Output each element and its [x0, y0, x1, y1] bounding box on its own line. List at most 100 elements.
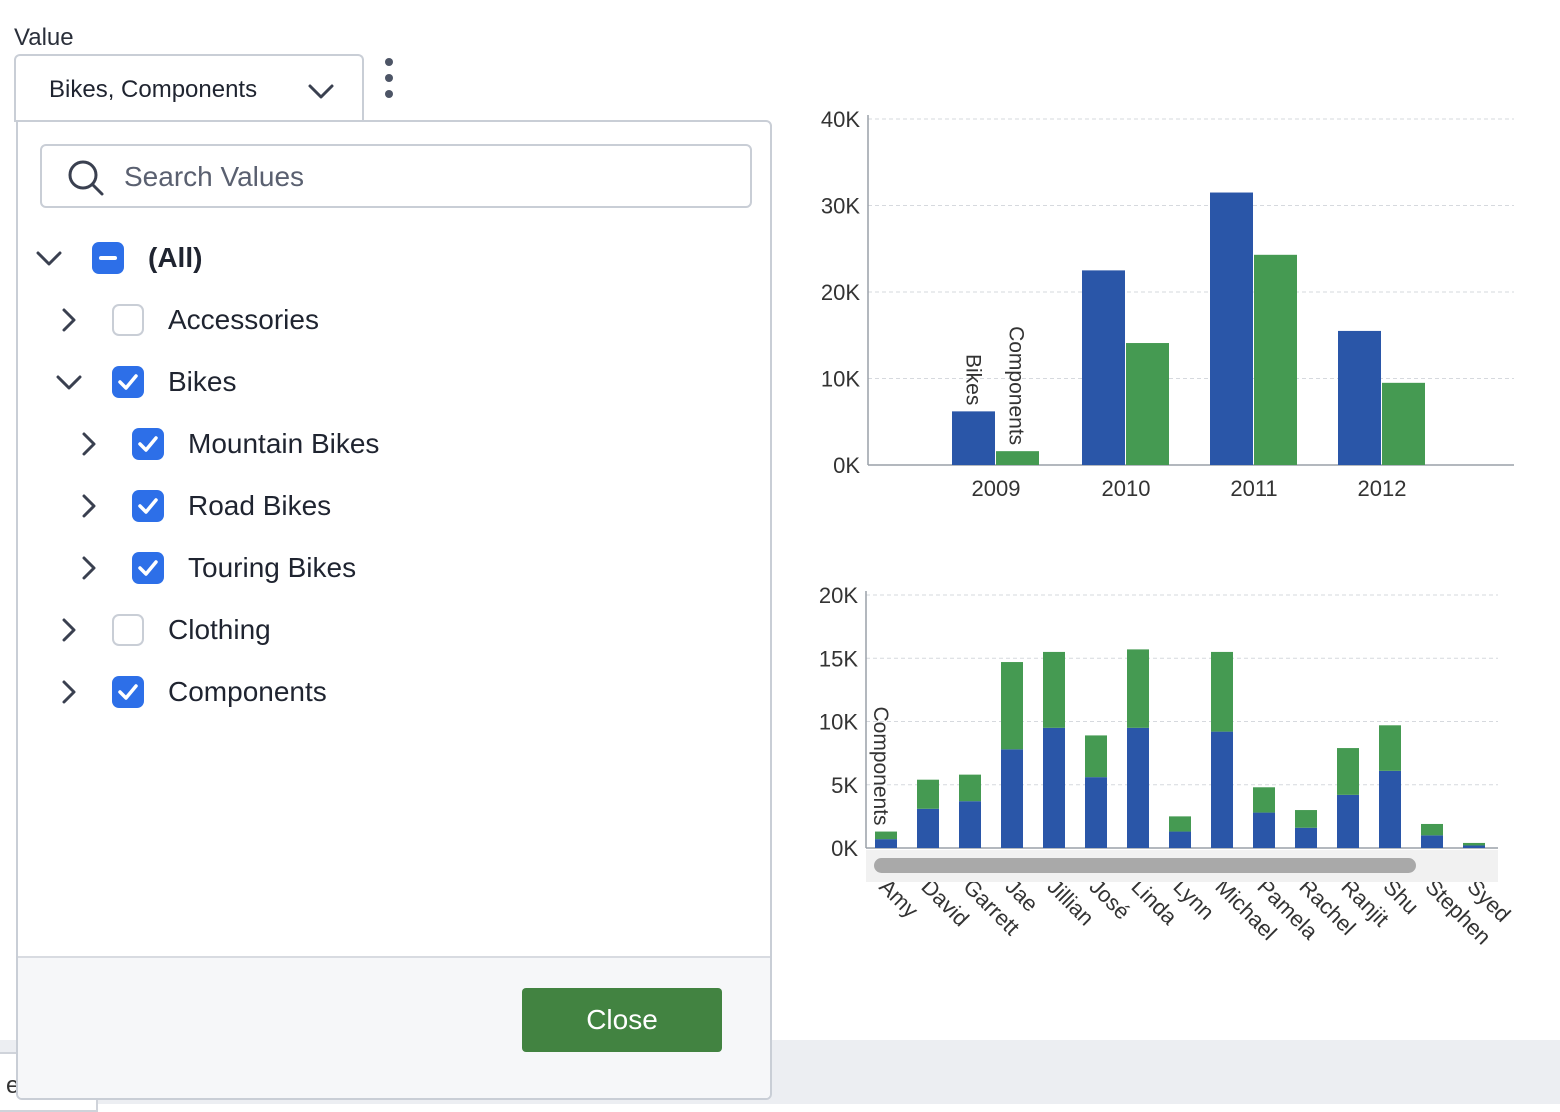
y-tick-label: 30K	[821, 194, 860, 219]
scrollbar-thumb[interactable]	[874, 858, 1416, 873]
checkbox[interactable]	[112, 304, 144, 336]
chevron-right-icon[interactable]	[74, 491, 104, 521]
chevron-down-icon	[308, 84, 334, 99]
x-tick-label: David	[916, 874, 973, 931]
y-tick-label: 5K	[831, 773, 858, 798]
bar	[1126, 343, 1169, 465]
bar-components	[1463, 842, 1485, 846]
panel-footer: Close	[18, 956, 770, 1098]
chevron-right-icon[interactable]	[54, 615, 84, 645]
x-tick-label: 2011	[1230, 476, 1277, 501]
more-options-icon[interactable]	[378, 56, 400, 100]
tree-item-label: Touring Bikes	[188, 552, 357, 583]
bar-components	[1253, 787, 1275, 813]
chevron-down-icon[interactable]	[54, 367, 84, 397]
checkbox[interactable]	[132, 428, 164, 460]
chevron-right-icon[interactable]	[54, 677, 84, 707]
year-bar-chart: 0K 10K 20K 30K 40K 2009 2010 2011 2012 Bikes Compo…	[790, 96, 1560, 516]
bar	[1382, 382, 1425, 465]
bar	[1210, 192, 1253, 465]
y-tick-label: 10K	[821, 367, 860, 392]
checkbox[interactable]	[132, 490, 164, 522]
bar-bikes	[1253, 812, 1275, 848]
bar-components	[917, 779, 939, 809]
indeterminate-checkbox[interactable]	[92, 242, 124, 274]
tree-item[interactable]: Mountain Bikes	[18, 416, 758, 472]
chevron-down-icon[interactable]	[34, 243, 64, 273]
filter-label: Value	[14, 24, 74, 51]
bar-bikes	[1211, 731, 1233, 848]
chevron-right-icon[interactable]	[74, 553, 104, 583]
series-label: Components	[869, 706, 892, 825]
bar-components	[1379, 725, 1401, 771]
bar-bikes	[1421, 835, 1443, 848]
tree-item-label: Road Bikes	[188, 490, 332, 521]
bar-bikes	[1379, 770, 1401, 848]
bar-components	[1127, 649, 1149, 728]
bar-components	[1421, 823, 1443, 836]
bar-bikes	[1127, 727, 1149, 848]
bar-bikes	[1043, 727, 1065, 848]
tree-item-label: Components	[168, 676, 327, 707]
bar-bikes	[1295, 827, 1317, 848]
bar	[1082, 270, 1125, 465]
checkmark-icon	[138, 498, 158, 514]
bar-bikes	[959, 801, 981, 848]
tree-item-label: (All)	[148, 242, 203, 273]
x-tick-label: 2009	[972, 476, 1021, 501]
bar-bikes	[1169, 831, 1191, 848]
bar-bikes	[1463, 845, 1485, 848]
bar-components	[1169, 816, 1191, 832]
search-box[interactable]	[40, 144, 752, 208]
tree-item[interactable]: Components	[18, 664, 758, 720]
bar-components	[1337, 748, 1359, 795]
y-tick-label: 20K	[819, 583, 858, 608]
y-tick-label: 0K	[833, 453, 860, 478]
x-tick-label: 2010	[1102, 476, 1151, 501]
bar	[1254, 254, 1297, 465]
chevron-right-icon[interactable]	[54, 305, 84, 335]
tree-item[interactable]: Clothing	[18, 602, 758, 658]
bar-bikes	[917, 808, 939, 848]
search-icon	[68, 160, 104, 196]
value-dropdown[interactable]: Bikes, Components	[14, 54, 364, 122]
checkbox[interactable]	[132, 552, 164, 584]
checkbox[interactable]	[112, 366, 144, 398]
bar-bikes	[875, 839, 897, 848]
tree-item-label: Accessories	[168, 304, 319, 335]
bar	[996, 451, 1039, 465]
series-label: Components	[1005, 326, 1028, 445]
checkmark-icon	[138, 560, 158, 576]
bar-components	[1043, 651, 1065, 728]
checkmark-icon	[138, 436, 158, 452]
bar-components	[1001, 662, 1023, 750]
tree-item[interactable]: Touring Bikes	[18, 540, 758, 596]
y-tick-label: 15K	[819, 646, 858, 671]
series-label: Bikes	[962, 354, 985, 405]
tree-item-label: Mountain Bikes	[188, 428, 380, 459]
bar-components	[1295, 810, 1317, 828]
x-tick-label: Jillian	[1042, 874, 1099, 931]
checkmark-icon	[118, 684, 138, 700]
minus-icon	[99, 256, 117, 260]
filter-dropdown-panel: (All) Accessories Bikes Mountain Bikes Road …	[16, 120, 772, 1100]
bar	[952, 411, 995, 465]
chevron-right-icon[interactable]	[74, 429, 104, 459]
x-tick-label: Linda	[1126, 874, 1182, 930]
tree-item[interactable]: Road Bikes	[18, 478, 758, 534]
bar-components	[875, 831, 897, 840]
bar	[1338, 330, 1381, 465]
bar-components	[959, 774, 981, 802]
employee-stacked-bar-chart: 0K 5K 10K 15K 20K Amy David Garrett Jae Jillian Jo…	[790, 576, 1560, 976]
close-button[interactable]: Close	[522, 988, 722, 1052]
bar-bikes	[1001, 749, 1023, 848]
checkbox[interactable]	[112, 614, 144, 646]
value-dropdown-text: Bikes, Components	[49, 76, 258, 103]
x-tick-label: 2012	[1358, 476, 1407, 501]
tree-item[interactable]: Accessories	[18, 292, 758, 348]
search-input[interactable]	[122, 154, 726, 200]
bar-bikes	[1085, 777, 1107, 848]
checkbox[interactable]	[112, 676, 144, 708]
tree-item[interactable]: Bikes	[18, 354, 758, 410]
tree-item[interactable]: (All)	[18, 230, 758, 286]
